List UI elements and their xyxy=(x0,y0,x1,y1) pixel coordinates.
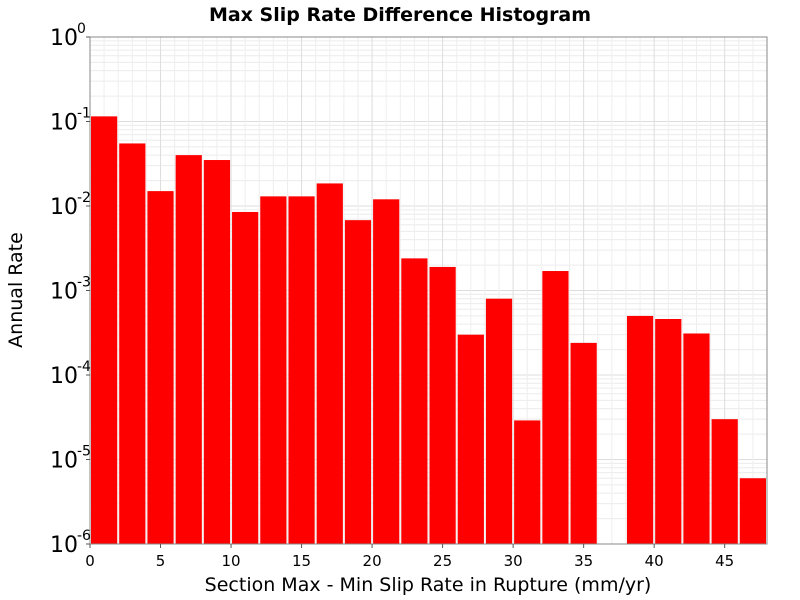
histogram-bar-1 xyxy=(91,116,118,544)
y-axis-label: Annual Rate xyxy=(5,232,27,348)
histogram-bar-20 xyxy=(655,318,682,544)
y-tick-label: 10 -5 xyxy=(50,444,91,474)
histogram-bar-8 xyxy=(288,196,315,545)
x-tick-label: 35 xyxy=(574,552,593,570)
x-tick-label: 30 xyxy=(504,552,523,570)
y-tick-base: 10 xyxy=(50,533,78,558)
x-tick-label: 40 xyxy=(645,552,664,570)
x-axis-ticks: 0 5 10 15 20 25 30 35 40 45 xyxy=(85,544,734,570)
x-tick-label: 20 xyxy=(363,552,382,570)
histogram-bar-2 xyxy=(119,143,146,545)
histogram-bar-11 xyxy=(373,199,400,544)
y-tick-label: 10 -2 xyxy=(50,190,91,220)
histogram-bar-23 xyxy=(739,478,766,544)
y-tick-label: 10 -3 xyxy=(50,275,91,305)
y-tick-label: 10 -4 xyxy=(50,359,91,389)
chart-title: Max Slip Rate Difference Histogram xyxy=(209,4,591,26)
x-tick-label: 45 xyxy=(715,552,734,570)
x-tick-label: 0 xyxy=(85,552,95,570)
histogram-bar-7 xyxy=(260,196,287,545)
y-tick-base: 10 xyxy=(50,111,78,136)
y-tick-exponent: -6 xyxy=(77,528,91,544)
histogram-bar-13 xyxy=(429,266,456,544)
histogram-bar-10 xyxy=(344,220,372,544)
y-tick-exponent: -4 xyxy=(77,359,91,375)
histogram-bar-3 xyxy=(147,191,174,544)
y-tick-base: 10 xyxy=(50,364,78,389)
y-tick-exponent: -2 xyxy=(77,190,91,206)
histogram-bar-16 xyxy=(514,420,541,544)
y-tick-label: 10 -1 xyxy=(50,106,91,136)
y-tick-exponent: -1 xyxy=(77,106,91,122)
y-tick-base: 10 xyxy=(50,26,78,51)
y-tick-exponent: 0 xyxy=(77,21,86,37)
histogram-bar-22 xyxy=(711,419,738,544)
histogram-bar-4 xyxy=(175,155,202,545)
bars-group xyxy=(91,116,766,545)
histogram-bar-14 xyxy=(457,334,484,544)
y-tick-label: 10 0 xyxy=(50,21,86,51)
y-tick-base: 10 xyxy=(50,280,78,305)
y-tick-exponent: -5 xyxy=(77,444,91,460)
histogram-bar-5 xyxy=(203,160,231,544)
histogram-bar-17 xyxy=(542,271,569,544)
x-tick-label: 5 xyxy=(156,552,166,570)
histogram-bar-12 xyxy=(401,258,428,544)
x-axis-label: Section Max - Min Slip Rate in Rupture (… xyxy=(205,574,652,596)
histogram-bar-19 xyxy=(626,315,654,544)
histogram-bar-21 xyxy=(683,333,710,544)
x-tick-label: 25 xyxy=(433,552,452,570)
y-tick-label: 10 -6 xyxy=(50,528,91,558)
x-tick-label: 10 xyxy=(221,552,240,570)
histogram-bar-9 xyxy=(316,183,343,544)
y-tick-base: 10 xyxy=(50,449,78,474)
histogram-bar-15 xyxy=(485,298,513,544)
x-tick-label: 15 xyxy=(292,552,311,570)
histogram-bar-18 xyxy=(570,342,597,544)
histogram-bar-6 xyxy=(232,211,259,544)
y-tick-exponent: -3 xyxy=(77,275,91,291)
y-tick-base: 10 xyxy=(50,195,78,220)
